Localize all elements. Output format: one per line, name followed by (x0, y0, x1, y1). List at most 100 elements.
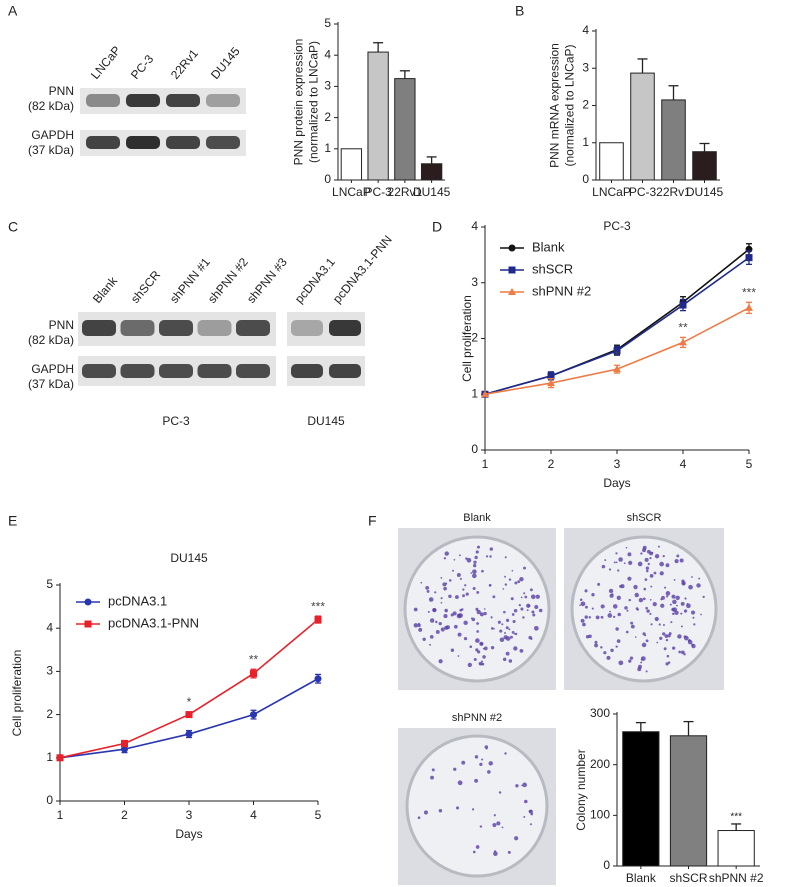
colony (503, 610, 506, 614)
colony (438, 659, 443, 664)
blot-band (166, 94, 200, 107)
colony (482, 647, 485, 650)
colony (520, 607, 524, 611)
colony (501, 826, 504, 829)
x-axis-label: Days (603, 476, 630, 490)
colony (617, 612, 621, 617)
colony (444, 625, 449, 630)
colony (517, 580, 521, 584)
colony (630, 624, 635, 629)
blot-band (159, 320, 193, 336)
colony (474, 555, 478, 560)
colony (585, 605, 588, 609)
colony (633, 584, 638, 590)
colony (664, 586, 667, 589)
photo-label: Blank (463, 512, 491, 524)
colony (642, 632, 646, 636)
colony (628, 598, 631, 602)
row-label: (37 kDa) (28, 143, 74, 157)
colony (490, 646, 495, 650)
colony (457, 655, 460, 657)
colony (673, 578, 676, 581)
colony (595, 615, 600, 620)
blot-band (291, 320, 323, 336)
colony (443, 614, 448, 619)
colony (472, 569, 477, 574)
y-tick-label: 0 (471, 442, 478, 456)
colony (608, 588, 614, 594)
colony (492, 595, 496, 599)
colony (489, 547, 493, 551)
annotation: * (187, 695, 192, 709)
colony (529, 823, 532, 826)
x-tick-label: 3 (614, 457, 621, 471)
colony (657, 545, 660, 548)
y-tick-label: 1 (471, 386, 478, 400)
colony (665, 638, 669, 642)
colony (512, 619, 516, 624)
colony (628, 560, 633, 565)
colony (472, 586, 476, 591)
lane-label: shPNN #3 (244, 255, 290, 306)
lane-label: Blank (90, 273, 121, 306)
colony (450, 613, 454, 617)
colony (620, 584, 625, 589)
colony (528, 809, 533, 814)
colony (456, 573, 461, 578)
legend-label: pcDNA3.1 (108, 593, 167, 608)
colony (611, 593, 614, 596)
colony (591, 607, 594, 610)
colony (670, 621, 673, 624)
x-tick-label: LNCaP (592, 185, 631, 199)
chart-title: DU145 (170, 551, 208, 565)
row-label: GAPDH (31, 128, 74, 142)
colony (659, 636, 663, 640)
colony (676, 554, 680, 558)
y-tick-label: 4 (582, 23, 589, 37)
colony (530, 812, 534, 816)
panel-label: D (432, 219, 442, 235)
colony (579, 598, 583, 602)
colony (511, 569, 514, 572)
colony (445, 582, 448, 585)
y-axis-label: (normalized to LNCaP) (563, 44, 577, 166)
colony (513, 633, 516, 635)
colony (510, 597, 514, 601)
colony (473, 563, 477, 568)
blot-strip (80, 88, 246, 114)
colony (623, 562, 626, 565)
colony (483, 646, 488, 651)
colony (497, 620, 501, 624)
colony (641, 642, 647, 648)
y-tick-label: 4 (324, 47, 331, 61)
row-label: (82 kDa) (28, 99, 74, 113)
colony (688, 584, 693, 590)
colony (483, 611, 487, 616)
colony (672, 612, 675, 616)
colony (645, 606, 648, 610)
x-tick-label: 1 (482, 457, 489, 471)
colony (580, 618, 585, 623)
legend-label: Blank (532, 239, 565, 254)
colony (493, 627, 495, 630)
colony (645, 670, 648, 673)
colony (498, 791, 502, 794)
colony (683, 635, 689, 641)
y-axis-label: Colony number (574, 749, 588, 830)
colony (493, 814, 496, 817)
colony (532, 613, 536, 617)
colony (504, 583, 508, 586)
x-tick-label: shPNN #2 (709, 871, 764, 885)
row-label: (37 kDa) (28, 377, 74, 391)
colony (492, 823, 497, 828)
row-label: PNN (49, 318, 74, 332)
colony (488, 583, 492, 587)
colony (528, 604, 531, 607)
blot-band (82, 364, 116, 378)
colony (662, 554, 665, 558)
colony (487, 770, 491, 774)
blot-band (236, 364, 270, 378)
x-tick-label: 4 (680, 457, 687, 471)
y-tick-label: 3 (582, 60, 589, 74)
panel-label: B (515, 3, 524, 19)
